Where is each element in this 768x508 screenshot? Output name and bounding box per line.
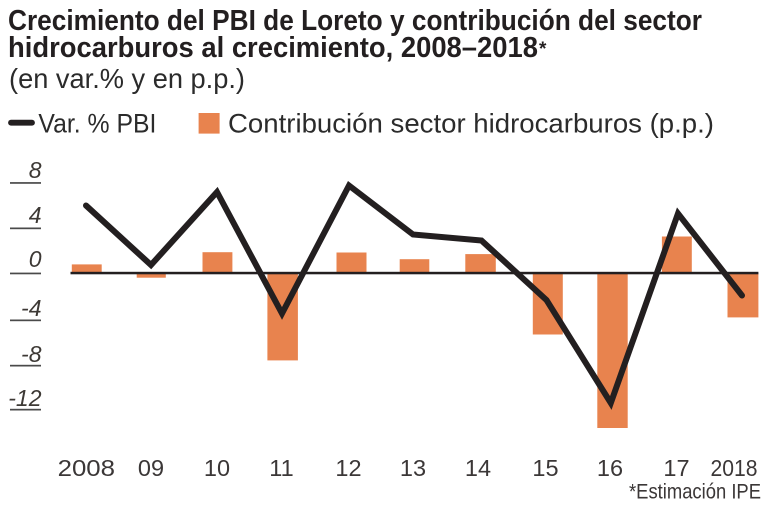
svg-text:4: 4 [29,202,42,228]
svg-text:15: 15 [532,455,558,481]
svg-text:2008: 2008 [58,455,115,481]
svg-text:-12: -12 [8,385,41,411]
svg-text:-8: -8 [21,341,42,367]
svg-text:Contribución sector hidrocarbu: Contribución sector hidrocarburos (p.p.) [228,109,714,139]
svg-text:8: 8 [29,157,42,183]
svg-text:13: 13 [400,455,426,481]
svg-text:17: 17 [663,455,689,481]
svg-text:09: 09 [138,455,164,481]
svg-text:-4: -4 [21,295,41,321]
svg-text:11: 11 [269,455,293,481]
svg-text:14: 14 [465,455,491,481]
svg-text:2018: 2018 [711,455,758,481]
svg-text:hidrocarburos al crecimiento,: hidrocarburos al crecimiento, 2008–2018 [8,32,538,64]
svg-text:Crecimiento del PBI de Loreto: Crecimiento del PBI de Loreto y contribu… [8,5,702,37]
svg-text:(en var.% y en p.p.): (en var.% y en p.p.) [9,63,245,94]
svg-text:12: 12 [335,455,361,481]
svg-text:0: 0 [29,246,42,272]
svg-text:*: * [539,39,547,60]
svg-text:16: 16 [597,455,623,481]
svg-text:*Estimación IPE: *Estimación IPE [629,480,761,503]
svg-text:10: 10 [204,455,230,481]
svg-text:Var. % PBI: Var. % PBI [38,109,156,139]
